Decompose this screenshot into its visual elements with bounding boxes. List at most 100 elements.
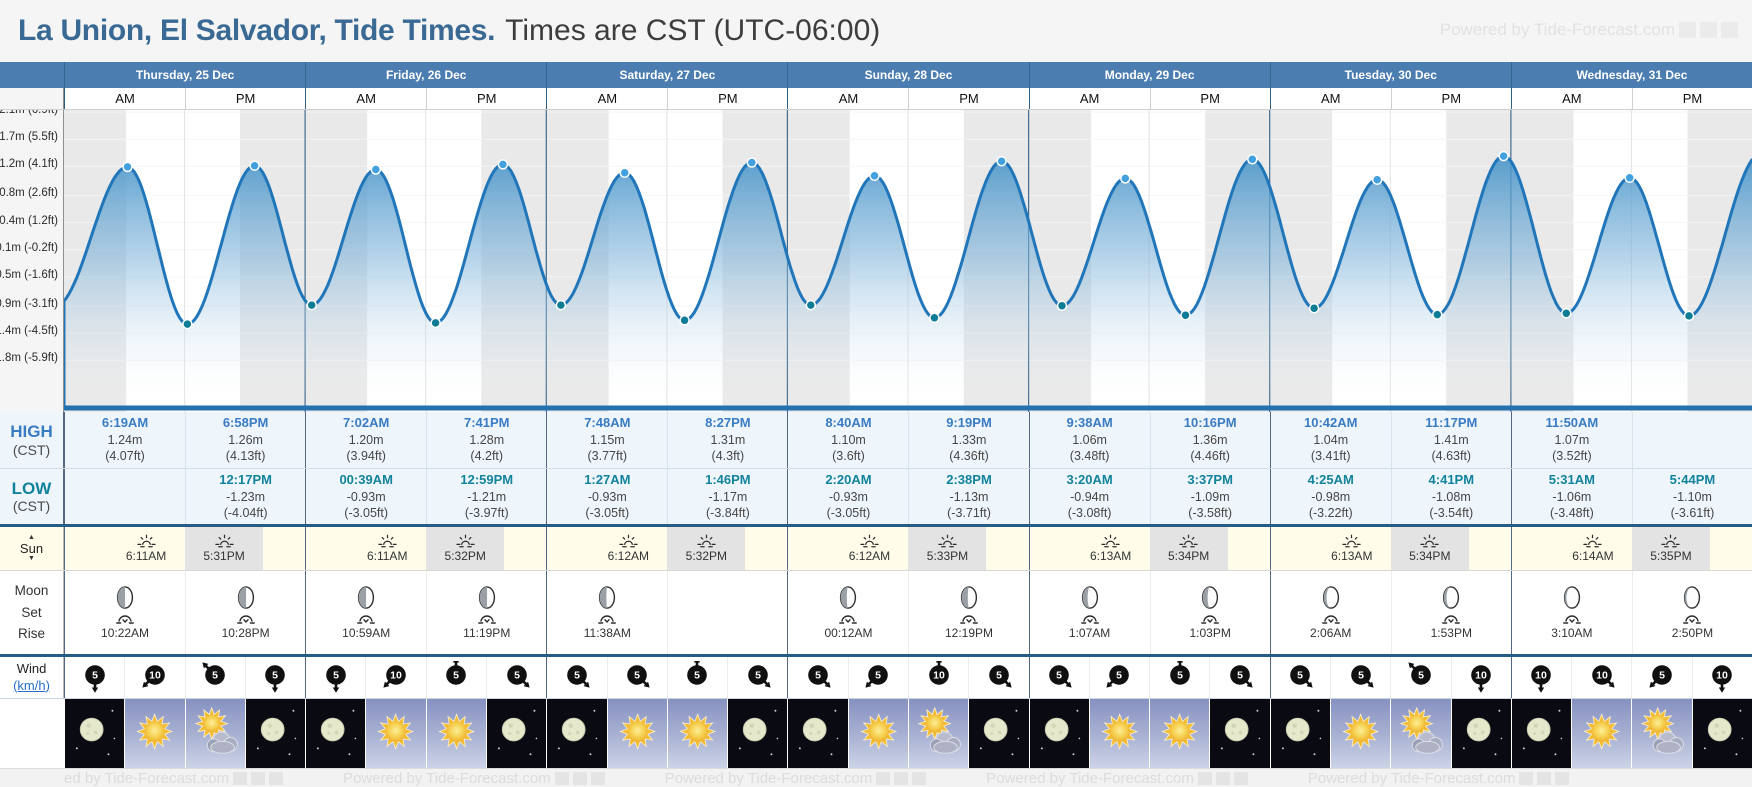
high-height-m: 1.24m bbox=[107, 433, 143, 448]
svg-text:5: 5 bbox=[333, 670, 339, 682]
wind-direction-icon: 10 bbox=[1471, 665, 1492, 693]
sun-weather-icon bbox=[1342, 713, 1380, 750]
low-height-m: -1.23m bbox=[226, 489, 266, 504]
high-tide-dot bbox=[497, 159, 509, 170]
wind-direction-icon: 5 bbox=[747, 665, 771, 688]
wind-direction-icon: 5 bbox=[202, 662, 226, 685]
sun-weather-icon bbox=[1161, 713, 1199, 750]
high-time: 11:17PM bbox=[1425, 415, 1478, 431]
wind-direction-icon: 5 bbox=[1169, 661, 1190, 685]
am-label: AM bbox=[115, 91, 135, 106]
high-time: 7:41PM bbox=[463, 415, 510, 431]
moonset-moonrise-arc-icon bbox=[960, 615, 978, 624]
svg-text:5: 5 bbox=[695, 670, 701, 682]
moonset-moonrise-arc-icon bbox=[1201, 615, 1220, 624]
high-height-ft: (3.94ft) bbox=[346, 449, 386, 464]
wind-cell-8: 5 bbox=[546, 657, 606, 698]
low-am-cell: 3:20AM -0.94m (-3.08ft) bbox=[1030, 469, 1150, 524]
moon-phase-icon bbox=[478, 586, 495, 609]
svg-text:5: 5 bbox=[1117, 670, 1123, 682]
wind-direction-icon: 5 bbox=[1106, 665, 1130, 688]
footer-watermark-item: Powered by Tide-Forecast.com bbox=[665, 770, 927, 787]
wind-direction-icon: 5 bbox=[325, 665, 346, 693]
wind-cell-13: 5 bbox=[847, 657, 908, 698]
weather-cell-10 bbox=[666, 699, 728, 768]
y-axis-label-9: -1.8m (-5.9ft) bbox=[0, 352, 58, 365]
footer-watermark-text: Powered by Tide-Forecast.com bbox=[986, 769, 1194, 787]
wind-cell-15: 5 bbox=[968, 657, 1028, 698]
moon-am-cell: 10:22AM bbox=[65, 571, 185, 654]
weather-cell-5 bbox=[365, 699, 426, 768]
moon-event-time: 3:10AM bbox=[1551, 626, 1593, 640]
sunset-time: 5:33PM bbox=[926, 549, 969, 563]
moonset-moonrise-arc-icon bbox=[357, 615, 376, 624]
low-day-3: 2:20AM -0.93m (-3.05ft) 2:38PM -1.13m (-3.71f… bbox=[787, 469, 1028, 524]
day-header-5: Tuesday, 30 Dec bbox=[1269, 62, 1511, 88]
sunrise-cell: 6:13AM bbox=[1072, 527, 1150, 570]
y-axis-label-0: 2.1m (6.9ft) bbox=[0, 110, 58, 116]
moonset-moonrise-arc-icon bbox=[236, 615, 255, 624]
pm-label: PM bbox=[908, 88, 1028, 109]
high-am-cell: 9:38AM 1.06m (3.48ft) bbox=[1030, 412, 1150, 468]
high-time: 8:40AM bbox=[825, 415, 872, 431]
low-height-ft: (-3.22ft) bbox=[1308, 505, 1353, 520]
am-label: AM bbox=[1562, 91, 1582, 106]
svg-text:5: 5 bbox=[1659, 670, 1665, 682]
moon-label-line: Set bbox=[21, 604, 42, 620]
moon-weather-icon bbox=[1040, 709, 1080, 756]
low-height-m: -1.06m bbox=[1552, 489, 1592, 504]
sun-day-4: 6:13AM 5:34PM bbox=[1028, 527, 1270, 570]
high-height-ft: (4.13ft) bbox=[225, 449, 266, 464]
weather-cell-9 bbox=[606, 699, 667, 768]
high-am-cell: 7:02AM 1.20m (3.94ft) bbox=[306, 412, 426, 468]
svg-text:5: 5 bbox=[212, 670, 218, 682]
sunset-time: 5:35PM bbox=[1650, 549, 1692, 563]
wind-unit-link[interactable]: (km/h) bbox=[13, 677, 50, 693]
high-tide-dot bbox=[619, 167, 630, 178]
weather-cell-21 bbox=[1329, 699, 1391, 768]
low-time: 3:20AM bbox=[1066, 471, 1113, 487]
wind-cell-2: 5 bbox=[184, 657, 245, 698]
watermark-badge-icon bbox=[1679, 22, 1696, 38]
moon-day-6: 3:10AM 2:50PM bbox=[1510, 571, 1752, 654]
wind-cell-6: 5 bbox=[425, 657, 486, 698]
wind-cell-21: 5 bbox=[1329, 657, 1390, 698]
moon-event-time: 2:50PM bbox=[1671, 626, 1714, 640]
moon-am-cell: 11:38AM bbox=[547, 571, 667, 654]
row-label-low: LOW (CST) bbox=[0, 469, 64, 524]
sunrise-icon bbox=[378, 534, 397, 548]
weather-cell-15 bbox=[968, 699, 1029, 768]
svg-text:10: 10 bbox=[1475, 670, 1487, 682]
wind-cell-20: 5 bbox=[1269, 657, 1330, 698]
low-day-1: 00:39AM -0.93m (-3.05ft) 12:59PM -1.21m (-3.9… bbox=[305, 469, 546, 524]
high-time: 9:38AM bbox=[1066, 415, 1113, 431]
low-time: 4:25AM bbox=[1307, 471, 1354, 487]
sunrise-cell: 6:11AM bbox=[348, 527, 426, 570]
high-tide-dot bbox=[1371, 174, 1383, 185]
day-header-3: Sunday, 28 Dec bbox=[787, 62, 1028, 88]
wind-direction-icon: 5 bbox=[265, 665, 286, 693]
moon-weather-icon bbox=[558, 709, 598, 756]
high-height-m: 1.20m bbox=[348, 433, 384, 448]
sun-cloud-weather-icon bbox=[1400, 706, 1444, 754]
watermark-badge-icon bbox=[1519, 771, 1534, 785]
watermark-badge-icon bbox=[269, 771, 284, 785]
weather-cell-16 bbox=[1028, 699, 1089, 768]
sunset-cell: 5:33PM bbox=[908, 527, 987, 570]
powered-by-watermark[interactable]: Powered by Tide-Forecast.com bbox=[1440, 20, 1738, 40]
am-label: AM bbox=[838, 91, 859, 106]
weather-cell-3 bbox=[244, 699, 306, 768]
weather-strip bbox=[0, 698, 1752, 768]
sunset-cell: 5:31PM bbox=[185, 527, 264, 570]
high-am-cell: 6:19AM 1.24m (4.07ft) bbox=[65, 412, 185, 468]
wind-direction-icon: 5 bbox=[1408, 662, 1431, 685]
tide-height-axis: 2.1m (6.9ft) 1.7m (5.5ft) 1.2m (4.1ft) 0.8m… bbox=[0, 110, 64, 412]
watermark-badge-icon bbox=[1555, 771, 1570, 785]
sunrise-icon bbox=[1583, 534, 1603, 548]
high-pm-cell bbox=[1631, 412, 1752, 468]
moon-event-time: 2:06AM bbox=[1310, 626, 1352, 640]
high-tide-dot bbox=[370, 164, 382, 175]
high-label: HIGH bbox=[10, 422, 53, 442]
sun-weather-icon bbox=[136, 713, 174, 750]
low-tide-dot bbox=[306, 299, 317, 311]
